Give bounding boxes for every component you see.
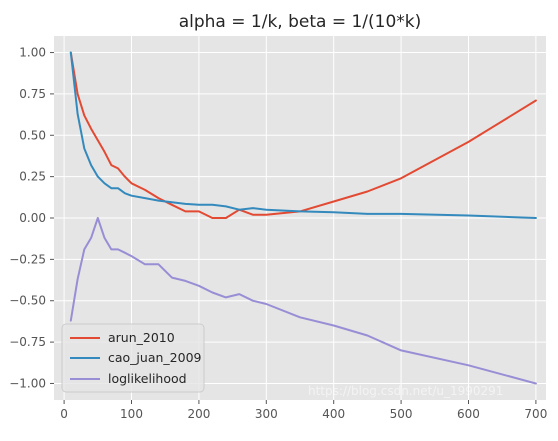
x-tick-label: 0: [60, 407, 68, 421]
y-tick-label: 0.50: [19, 128, 46, 142]
series-layer: [69, 51, 537, 385]
legend-label-loglikelihood: loglikelihood: [108, 371, 187, 386]
x-tick-label: 500: [390, 407, 413, 421]
watermark-text: https://blog.csdn.net/u_1990291: [308, 384, 503, 398]
grid-lines: [54, 36, 546, 400]
series-line-cao-juan-2009: [69, 51, 537, 219]
y-tick-label: 0.00: [19, 211, 46, 225]
x-tick-label: 700: [524, 407, 547, 421]
series-line-arun-2010: [69, 51, 537, 219]
legend-label-cao-juan-2009: cao_juan_2009: [108, 350, 202, 365]
x-tick-label: 600: [457, 407, 480, 421]
x-tick-label: 300: [255, 407, 278, 421]
y-tick-label: −1.00: [9, 376, 46, 390]
legend: arun_2010 cao_juan_2009 loglikelihood: [61, 323, 205, 393]
series-line-loglikelihood: [69, 217, 537, 385]
axis-ticks: 0 100 200 300 400 500 600 700 1.00 0.75 0.50 0.25 0.…: [9, 46, 547, 421]
y-tick-label: 1.00: [19, 46, 46, 60]
legend-label-arun-2010: arun_2010: [108, 330, 175, 345]
y-tick-label: 0.75: [19, 87, 46, 101]
x-tick-label: 100: [120, 407, 143, 421]
x-tick-label: 400: [322, 407, 345, 421]
x-tick-label: 200: [187, 407, 210, 421]
y-tick-label: −0.75: [9, 335, 46, 349]
y-tick-label: −0.50: [9, 294, 46, 308]
y-tick-label: −0.25: [9, 252, 46, 266]
chart-title: alpha = 1/k, beta = 1/(10*k): [179, 12, 422, 32]
y-tick-label: 0.25: [19, 170, 46, 184]
legend-box: [61, 323, 205, 393]
